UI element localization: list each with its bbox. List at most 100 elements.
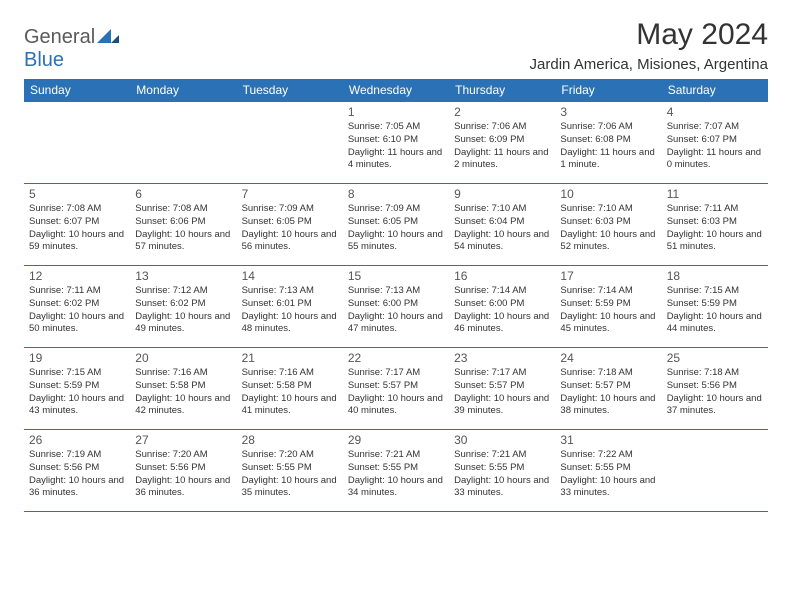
- weekday-header: Tuesday: [237, 79, 343, 102]
- day-details: Sunrise: 7:12 AMSunset: 6:02 PMDaylight:…: [135, 285, 231, 336]
- calendar-day-cell: 4Sunrise: 7:07 AMSunset: 6:07 PMDaylight…: [662, 102, 768, 184]
- day-details: Sunrise: 7:13 AMSunset: 6:01 PMDaylight:…: [242, 285, 338, 336]
- calendar-day-cell: [662, 430, 768, 512]
- day-details: Sunrise: 7:15 AMSunset: 5:59 PMDaylight:…: [667, 285, 763, 336]
- calendar-day-cell: [130, 102, 236, 184]
- day-details: Sunrise: 7:19 AMSunset: 5:56 PMDaylight:…: [29, 449, 125, 500]
- day-number: 25: [667, 351, 763, 365]
- weekday-header: Friday: [555, 79, 661, 102]
- calendar-day-cell: 31Sunrise: 7:22 AMSunset: 5:55 PMDayligh…: [555, 430, 661, 512]
- day-number: 2: [454, 105, 550, 119]
- calendar-day-cell: 22 Sunrise: 7:17 AMSunset: 5:57 PMDayligh…: [343, 348, 449, 430]
- title-block: May 2024 Jardin America, Misiones, Argen…: [530, 18, 768, 73]
- day-details: Sunrise: 7:11 AMSunset: 6:03 PMDaylight:…: [667, 203, 763, 254]
- day-details: Sunrise: 7:20 AMSunset: 5:55 PMDaylight:…: [242, 449, 338, 500]
- calendar-week-row: 19Sunrise: 7:15 AMSunset: 5:59 PMDayligh…: [24, 348, 768, 430]
- day-number: 16: [454, 269, 550, 283]
- day-details: Sunrise: 7:14 AMSunset: 6:00 PMDaylight:…: [454, 285, 550, 336]
- calendar-day-cell: 27 Sunrise: 7:20 AMSunset: 5:56 PMDayligh…: [130, 430, 236, 512]
- weekday-header: Saturday: [662, 79, 768, 102]
- calendar-week-row: 1Sunrise: 7:05 AMSunset: 6:10 PMDaylight…: [24, 102, 768, 184]
- day-number: 10: [560, 187, 656, 201]
- day-number: 28: [242, 433, 338, 447]
- calendar-day-cell: 30Sunrise: 7:21 AMSunset: 5:55 PMDayligh…: [449, 430, 555, 512]
- calendar-day-cell: 28 Sunrise: 7:20 AMSunset: 5:55 PMDayligh…: [237, 430, 343, 512]
- calendar-day-cell: 6 Sunrise: 7:08 AMSunset: 6:06 PMDaylight…: [130, 184, 236, 266]
- day-number: 18: [667, 269, 763, 283]
- calendar-day-cell: 18 Sunrise: 7:15 AMSunset: 5:59 PMDayligh…: [662, 266, 768, 348]
- day-number: 26: [29, 433, 125, 447]
- day-number: 23: [454, 351, 550, 365]
- day-details: Sunrise: 7:11 AMSunset: 6:02 PMDaylight:…: [29, 285, 125, 336]
- day-details: Sunrise: 7:20 AMSunset: 5:56 PMDaylight:…: [135, 449, 231, 500]
- day-details: Sunrise: 7:09 AMSunset: 6:05 PMDaylight:…: [348, 203, 444, 254]
- day-number: 13: [135, 269, 231, 283]
- calendar-day-cell: 24 Sunrise: 7:18 AMSunset: 5:57 PMDayligh…: [555, 348, 661, 430]
- day-number: 31: [560, 433, 656, 447]
- day-number: 14: [242, 269, 338, 283]
- logo-mark-icon: [97, 29, 119, 43]
- calendar-day-cell: 17Sunrise: 7:14 AMSunset: 5:59 PMDayligh…: [555, 266, 661, 348]
- calendar-body: 1Sunrise: 7:05 AMSunset: 6:10 PMDaylight…: [24, 102, 768, 512]
- day-number: 27: [135, 433, 231, 447]
- calendar-day-cell: 7Sunrise: 7:09 AMSunset: 6:05 PMDaylight…: [237, 184, 343, 266]
- calendar-day-cell: 21Sunrise: 7:16 AMSunset: 5:58 PMDayligh…: [237, 348, 343, 430]
- calendar-day-cell: 15 Sunrise: 7:13 AMSunset: 6:00 PMDayligh…: [343, 266, 449, 348]
- logo-word-general: General: [24, 26, 95, 48]
- day-details: Sunrise: 7:13 AMSunset: 6:00 PMDaylight:…: [348, 285, 444, 336]
- calendar-day-cell: 8 Sunrise: 7:09 AMSunset: 6:05 PMDaylight…: [343, 184, 449, 266]
- calendar-day-cell: 26 Sunrise: 7:19 AMSunset: 5:56 PMDayligh…: [24, 430, 130, 512]
- day-details: Sunrise: 7:10 AMSunset: 6:04 PMDaylight:…: [454, 203, 550, 254]
- calendar-day-cell: 11Sunrise: 7:11 AMSunset: 6:03 PMDayligh…: [662, 184, 768, 266]
- page-header: General Blue May 2024 Jardin America, Mi…: [24, 18, 768, 73]
- day-details: Sunrise: 7:08 AMSunset: 6:06 PMDaylight:…: [135, 203, 231, 254]
- calendar-day-cell: 19Sunrise: 7:15 AMSunset: 5:59 PMDayligh…: [24, 348, 130, 430]
- weekday-header: Wednesday: [343, 79, 449, 102]
- calendar-day-cell: 2 Sunrise: 7:06 AMSunset: 6:09 PMDaylight…: [449, 102, 555, 184]
- calendar-day-cell: [237, 102, 343, 184]
- calendar-header-row: SundayMondayTuesdayWednesdayThursdayFrid…: [24, 79, 768, 102]
- calendar-day-cell: 16 Sunrise: 7:14 AMSunset: 6:00 PMDayligh…: [449, 266, 555, 348]
- day-details: Sunrise: 7:18 AMSunset: 5:57 PMDaylight:…: [560, 367, 656, 418]
- day-number: 19: [29, 351, 125, 365]
- calendar-day-cell: 25Sunrise: 7:18 AMSunset: 5:56 PMDayligh…: [662, 348, 768, 430]
- day-details: Sunrise: 7:08 AMSunset: 6:07 PMDaylight:…: [29, 203, 125, 254]
- day-number: 22: [348, 351, 444, 365]
- day-number: 24: [560, 351, 656, 365]
- day-number: 20: [135, 351, 231, 365]
- calendar-day-cell: 9Sunrise: 7:10 AMSunset: 6:04 PMDaylight…: [449, 184, 555, 266]
- weekday-header: Sunday: [24, 79, 130, 102]
- weekday-header: Thursday: [449, 79, 555, 102]
- day-number: 15: [348, 269, 444, 283]
- day-details: Sunrise: 7:09 AMSunset: 6:05 PMDaylight:…: [242, 203, 338, 254]
- calendar-day-cell: 29Sunrise: 7:21 AMSunset: 5:55 PMDayligh…: [343, 430, 449, 512]
- day-number: 3: [560, 105, 656, 119]
- calendar-page: General Blue May 2024 Jardin America, Mi…: [0, 0, 792, 530]
- day-details: Sunrise: 7:06 AMSunset: 6:08 PMDaylight:…: [560, 121, 656, 172]
- day-details: Sunrise: 7:16 AMSunset: 5:58 PMDaylight:…: [135, 367, 231, 418]
- day-number: 4: [667, 105, 763, 119]
- calendar-day-cell: 20 Sunrise: 7:16 AMSunset: 5:58 PMDayligh…: [130, 348, 236, 430]
- day-number: 29: [348, 433, 444, 447]
- calendar-day-cell: 1Sunrise: 7:05 AMSunset: 6:10 PMDaylight…: [343, 102, 449, 184]
- day-details: Sunrise: 7:17 AMSunset: 5:57 PMDaylight:…: [454, 367, 550, 418]
- day-number: 12: [29, 269, 125, 283]
- day-number: 17: [560, 269, 656, 283]
- day-details: Sunrise: 7:17 AMSunset: 5:57 PMDaylight:…: [348, 367, 444, 418]
- day-number: 8: [348, 187, 444, 201]
- calendar-day-cell: 5 Sunrise: 7:08 AMSunset: 6:07 PMDaylight…: [24, 184, 130, 266]
- logo-word-blue: Blue: [24, 49, 64, 71]
- calendar-day-cell: 14 Sunrise: 7:13 AMSunset: 6:01 PMDayligh…: [237, 266, 343, 348]
- calendar-day-cell: [24, 102, 130, 184]
- day-details: Sunrise: 7:10 AMSunset: 6:03 PMDaylight:…: [560, 203, 656, 254]
- calendar-day-cell: 13 Sunrise: 7:12 AMSunset: 6:02 PMDayligh…: [130, 266, 236, 348]
- logo-text: General Blue: [24, 26, 119, 72]
- day-details: Sunrise: 7:05 AMSunset: 6:10 PMDaylight:…: [348, 121, 444, 172]
- weekday-header: Monday: [130, 79, 236, 102]
- day-details: Sunrise: 7:16 AMSunset: 5:58 PMDaylight:…: [242, 367, 338, 418]
- day-number: 5: [29, 187, 125, 201]
- day-details: Sunrise: 7:06 AMSunset: 6:09 PMDaylight:…: [454, 121, 550, 172]
- location-label: Jardin America, Misiones, Argentina: [530, 56, 768, 73]
- logo: General Blue: [24, 18, 119, 72]
- day-number: 6: [135, 187, 231, 201]
